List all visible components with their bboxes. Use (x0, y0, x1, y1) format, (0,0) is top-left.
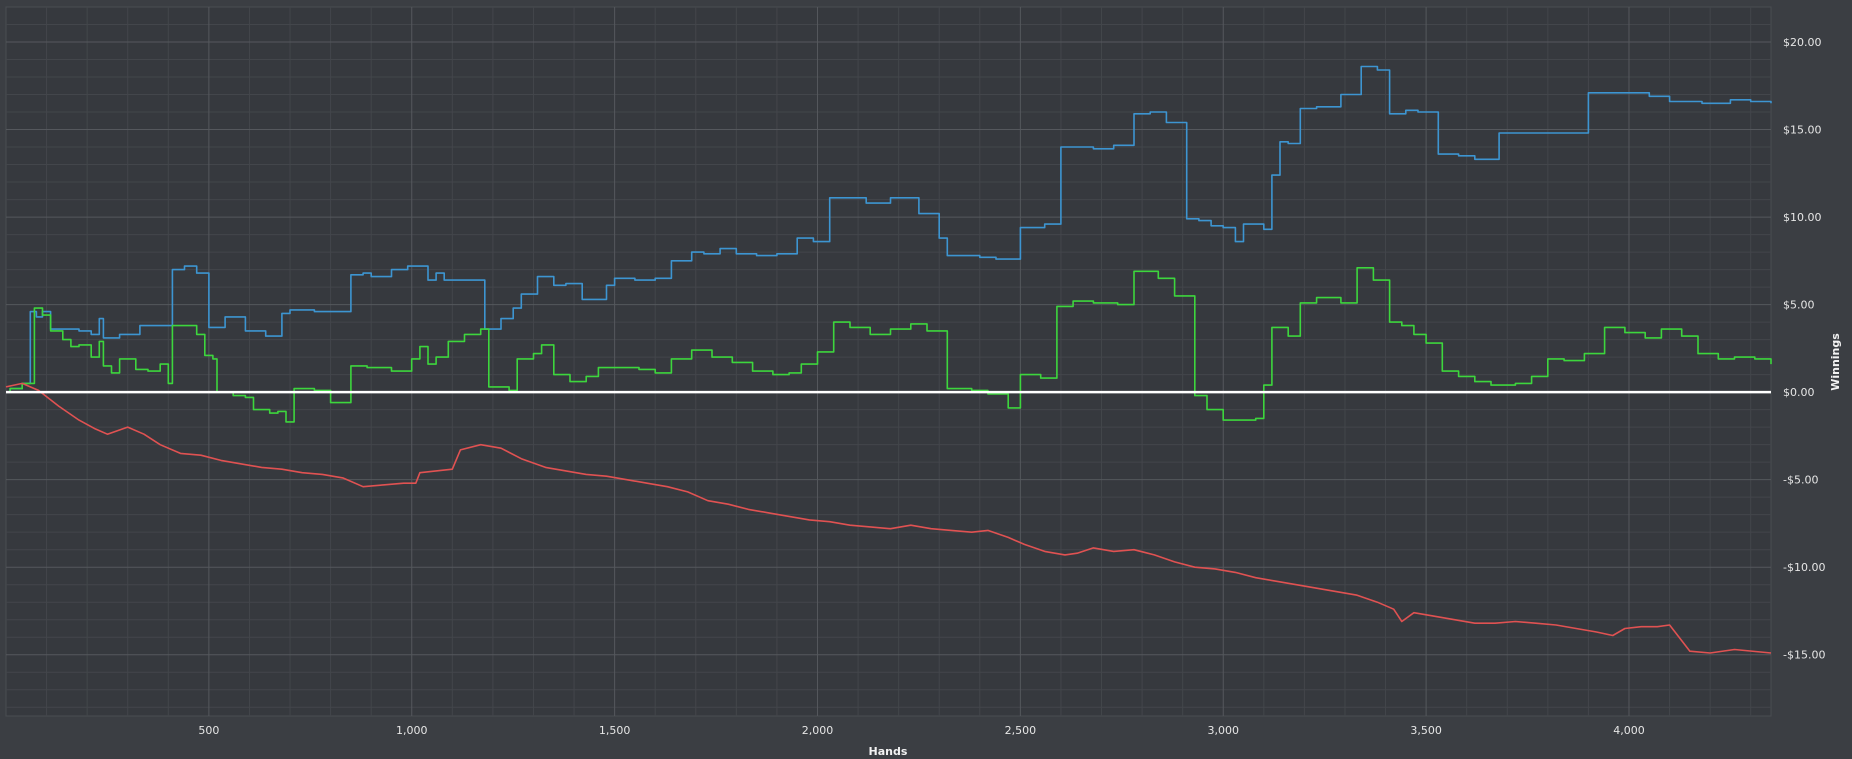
y-tick-label: $15.00 (1783, 124, 1822, 137)
minor-gridlines (6, 7, 1771, 716)
series-line-1 (6, 65, 1772, 393)
y-tick-label: -$15.00 (1783, 649, 1825, 662)
x-tick-label: 4,000 (1613, 724, 1645, 737)
x-tick-label: 500 (198, 724, 219, 737)
x-tick-label: 2,500 (1005, 724, 1037, 737)
y-tick-label: $10.00 (1783, 211, 1822, 224)
plot-background (5, 6, 1772, 717)
y-tick-label: -$5.00 (1783, 474, 1818, 487)
x-axis-ticks: 500 1,000 1,500 2,000 2,500 3,000 3,500 4,000 (198, 724, 1644, 737)
y-tick-label: -$10.00 (1783, 561, 1825, 574)
x-tick-label: 1,500 (599, 724, 631, 737)
series-lines (5, 65, 1772, 654)
x-tick-label: 3,000 (1207, 724, 1239, 737)
series-line-2 (6, 267, 1772, 423)
y-axis-ticks: $20.00 $15.00 $10.00 $5.00 $0.00 -$5.00 -$10.0… (1783, 36, 1825, 662)
y-tick-label: $0.00 (1783, 386, 1815, 399)
x-axis-title: Hands (869, 745, 908, 758)
x-tick-label: 3,500 (1410, 724, 1442, 737)
x-tick-label: 2,000 (802, 724, 834, 737)
y-axis-title: Winnings (1829, 333, 1842, 391)
y-tick-label: $5.00 (1783, 299, 1815, 312)
x-tick-label: 1,000 (396, 724, 428, 737)
series-line-3 (5, 382, 1772, 654)
y-tick-label: $20.00 (1783, 36, 1822, 49)
